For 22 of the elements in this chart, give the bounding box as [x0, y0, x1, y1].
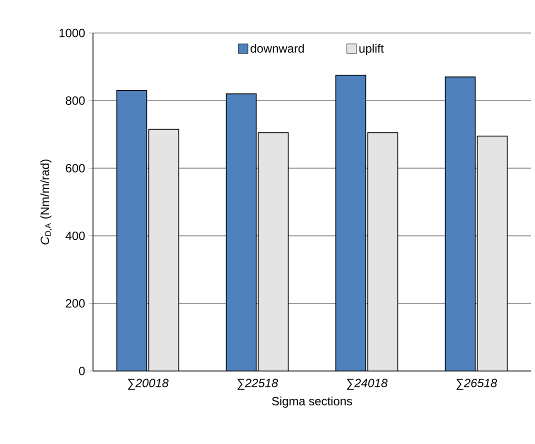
bar [336, 75, 366, 371]
bar [148, 129, 179, 371]
legend-label: downward [250, 44, 304, 53]
legend-label: uplift [359, 44, 384, 56]
x-tick-label: ∑22518 [238, 378, 278, 390]
y-tick-label: 200 [66, 299, 85, 308]
y-tick-label: 400 [66, 232, 85, 240]
bar [116, 90, 147, 371]
y-tick-label: 1000 [60, 28, 85, 38]
y-tick-label: 800 [66, 96, 85, 105]
bar [258, 132, 288, 371]
bar [444, 76, 476, 371]
bar [476, 136, 508, 371]
x-tick-label: ∑26518 [456, 378, 498, 390]
y-tick-label: 600 [66, 164, 85, 172]
x-tick-label: ∑24018 [347, 378, 388, 390]
x-axis-title: Sigma sections [272, 396, 352, 408]
y-axis-title: C$_{D,A}$ (Nm/m/rad) [40, 160, 52, 244]
bar [226, 94, 256, 371]
x-tick-label: ∑20018 [128, 378, 169, 390]
y-tick-label: 0 [79, 366, 85, 376]
bar [368, 132, 398, 371]
